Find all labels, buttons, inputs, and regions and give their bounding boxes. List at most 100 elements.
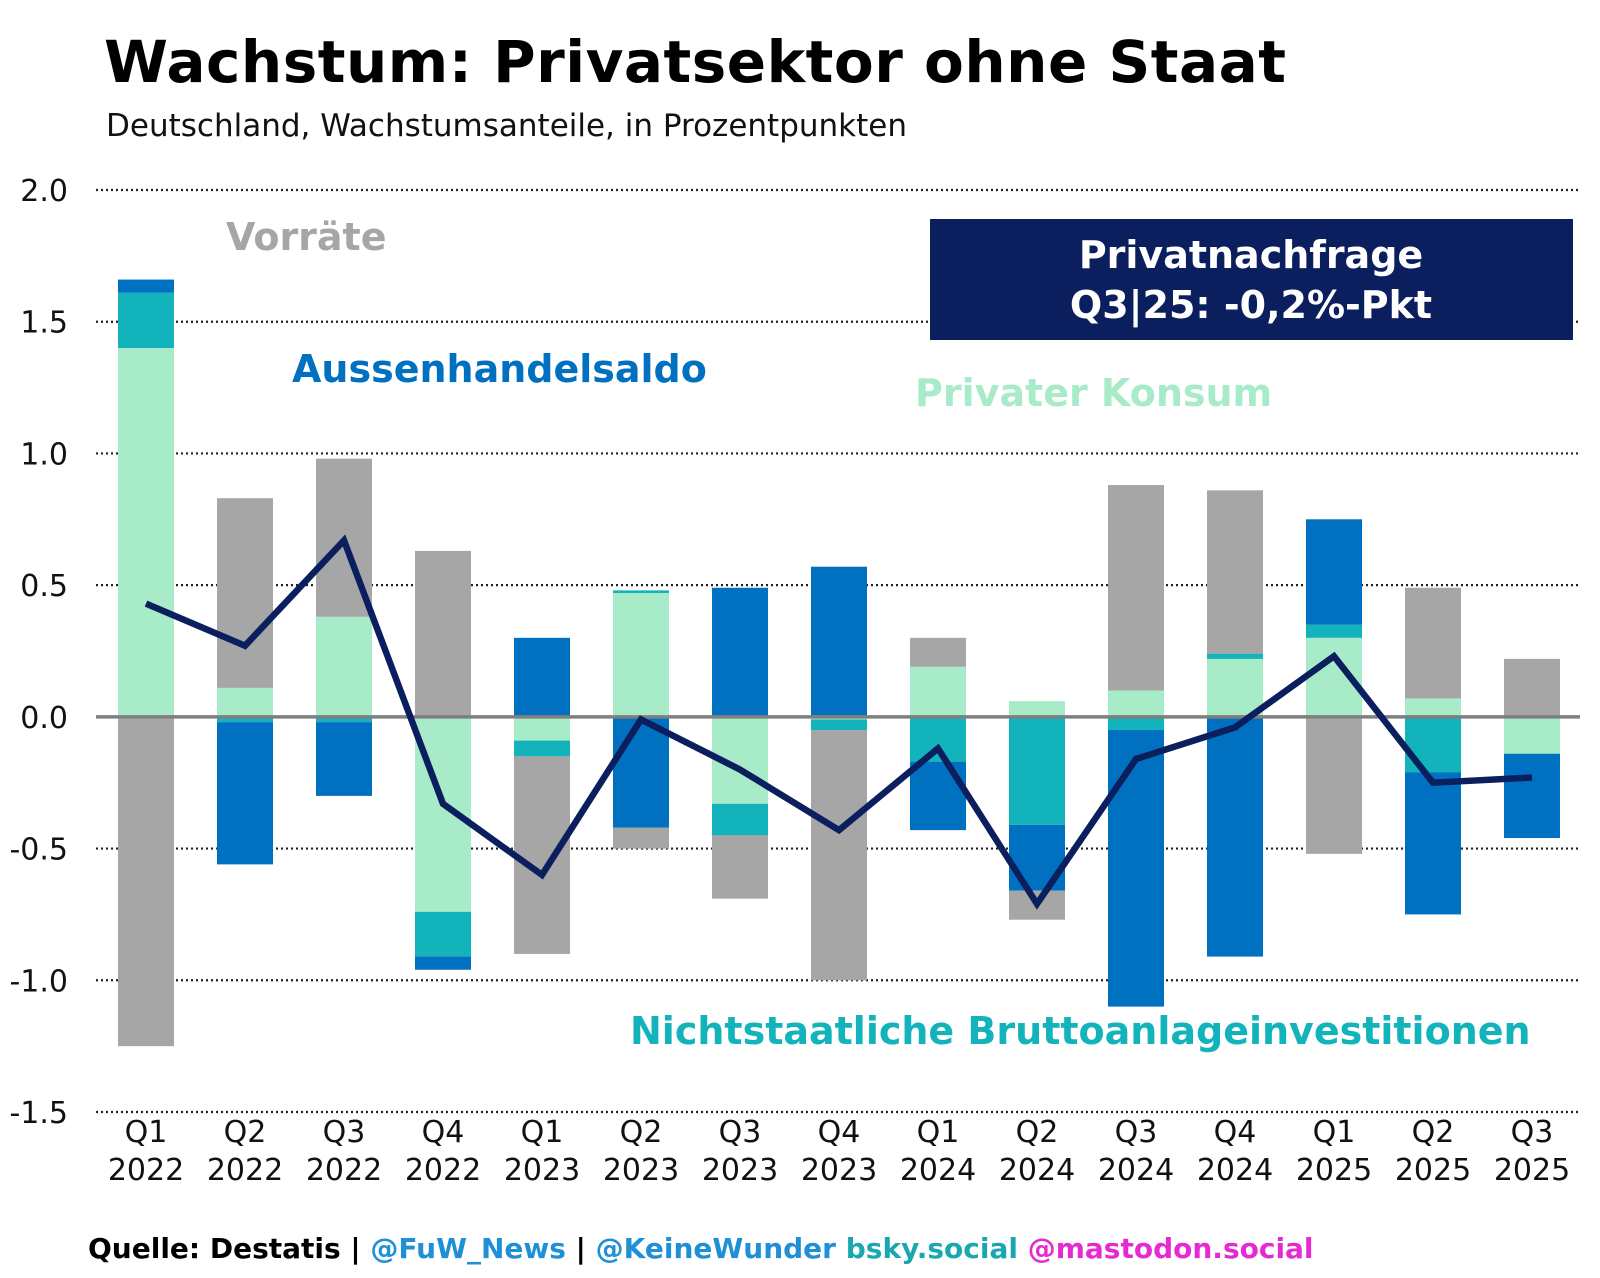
bar-aussenhandel (1306, 519, 1362, 625)
bar-vorraete (712, 835, 768, 899)
bar-konsum (613, 593, 669, 717)
x-tick-label-quarter: Q3 (323, 1115, 366, 1150)
bar-konsum (1108, 690, 1164, 717)
bar-investitionen (514, 740, 570, 757)
y-tick-label: 1.5 (20, 306, 68, 341)
bar-konsum (910, 666, 966, 717)
bar-investitionen (1009, 716, 1065, 825)
footer-bsky[interactable]: bsky.social (835, 1232, 1018, 1265)
bar-investitionen (118, 292, 174, 349)
bar-investitionen (712, 803, 768, 836)
footer-handle-fuw[interactable]: @FuW_News (370, 1232, 566, 1265)
callout-line1: Privatnachfrage (1079, 233, 1423, 277)
chart-canvas: 2.01.51.00.50.0-0.5-1.0-1.5 Q12022Q22022… (9, 174, 1580, 1188)
bar-konsum (514, 716, 570, 741)
bars (118, 279, 1560, 1047)
bar-konsum (118, 348, 174, 717)
bar-vorraete (1405, 587, 1461, 699)
footer-handle-keinewunder[interactable]: @KeineWunder (595, 1232, 836, 1265)
x-tick-label-quarter: Q4 (818, 1115, 861, 1150)
bar-vorraete (1306, 716, 1362, 854)
bar-aussenhandel (316, 722, 372, 796)
bar-vorraete (217, 498, 273, 688)
bar-investitionen (415, 911, 471, 957)
bar-aussenhandel (1405, 772, 1461, 915)
series-line (144, 534, 1533, 910)
bar-vorraete (613, 827, 669, 849)
bar-aussenhandel (217, 722, 273, 865)
x-tick-labels: Q12022Q22022Q32022Q42022Q12023Q22023Q320… (108, 1115, 1570, 1188)
x-tick-label-quarter: Q2 (1412, 1115, 1455, 1150)
bar-vorraete (910, 637, 966, 667)
bar-konsum (1009, 701, 1065, 717)
bar-aussenhandel (811, 566, 867, 717)
label-vorraete: Vorräte (226, 215, 387, 259)
x-tick-label-quarter: Q3 (1115, 1115, 1158, 1150)
x-tick-label-year: 2023 (603, 1153, 679, 1188)
bar-aussenhandel (514, 637, 570, 717)
bar-aussenhandel (118, 279, 174, 293)
bar-investitionen (1108, 716, 1164, 731)
x-tick-label-quarter: Q2 (224, 1115, 267, 1150)
bar-aussenhandel (1504, 753, 1560, 839)
bar-aussenhandel (1207, 716, 1263, 957)
bar-vorraete (1504, 658, 1560, 717)
line-privatnachfrage (144, 534, 1533, 910)
bar-vorraete (415, 550, 471, 717)
bar-investitionen (910, 716, 966, 762)
x-tick-label-year: 2024 (900, 1153, 976, 1188)
chart-subtitle: Deutschland, Wachstumsanteile, in Prozen… (106, 108, 908, 144)
x-tick-label-quarter: Q1 (125, 1115, 168, 1150)
bar-vorraete (1108, 485, 1164, 691)
x-tick-label-year: 2025 (1296, 1153, 1372, 1188)
x-tick-label-quarter: Q2 (1016, 1115, 1059, 1150)
bar-konsum (1405, 698, 1461, 717)
bar-konsum (316, 616, 372, 717)
bar-vorraete (514, 756, 570, 954)
label-aussenhandel: Aussenhandelsaldo (292, 347, 707, 391)
bar-investitionen (1207, 653, 1263, 659)
x-tick-label-year: 2022 (207, 1153, 283, 1188)
x-tick-label-quarter: Q1 (521, 1115, 564, 1150)
y-tick-label: -1.5 (9, 1096, 68, 1131)
bar-vorraete (1207, 490, 1263, 654)
y-tick-label: -1.0 (9, 964, 68, 999)
callout-box (930, 219, 1573, 340)
bar-investitionen (1405, 716, 1461, 773)
x-tick-label-year: 2023 (504, 1153, 580, 1188)
x-tick-label-quarter: Q4 (422, 1115, 465, 1150)
y-tick-label: -0.5 (9, 833, 68, 868)
bar-investitionen (811, 719, 867, 731)
footer: Quelle: Destatis | @FuW_News | @KeineWun… (88, 1232, 1314, 1265)
y-tick-label: 0.0 (20, 701, 68, 736)
x-tick-label-year: 2022 (405, 1153, 481, 1188)
footer-sep: | (565, 1232, 596, 1265)
x-tick-label-year: 2022 (108, 1153, 184, 1188)
bar-investitionen (1306, 624, 1362, 638)
x-tick-label-quarter: Q3 (1511, 1115, 1554, 1150)
label-investitionen: Nichtstaatliche Bruttoanlageinvestitione… (630, 1009, 1531, 1053)
x-tick-label-year: 2022 (306, 1153, 382, 1188)
bar-konsum (1207, 658, 1263, 717)
bar-aussenhandel (910, 761, 966, 831)
x-tick-label-year: 2024 (999, 1153, 1075, 1188)
footer-mastodon[interactable]: @mastodon.social (1017, 1232, 1314, 1265)
bar-vorraete (118, 716, 174, 1047)
y-tick-labels: 2.0 1.5 1.0 0.5 0.0 -0.5 -1.0 -1.5 (9, 174, 68, 1131)
x-tick-label-year: 2025 (1395, 1153, 1471, 1188)
x-tick-label-year: 2023 (702, 1153, 778, 1188)
bar-vorraete (811, 730, 867, 981)
bar-aussenhandel (1108, 730, 1164, 1007)
chart-title: Wachstum: Privatsektor ohne Staat (104, 28, 1287, 96)
y-tick-label: 2.0 (20, 174, 68, 209)
bar-aussenhandel (613, 716, 669, 828)
x-tick-label-year: 2023 (801, 1153, 877, 1188)
footer-source: Quelle: Destatis (88, 1232, 341, 1265)
x-tick-label-quarter: Q4 (1214, 1115, 1257, 1150)
x-tick-label-quarter: Q1 (917, 1115, 960, 1150)
x-tick-label-year: 2024 (1098, 1153, 1174, 1188)
bar-konsum (217, 687, 273, 717)
bar-aussenhandel (712, 587, 768, 717)
callout-line2: Q3|25: -0,2%-Pkt (1070, 283, 1432, 328)
bar-investitionen (613, 590, 669, 594)
